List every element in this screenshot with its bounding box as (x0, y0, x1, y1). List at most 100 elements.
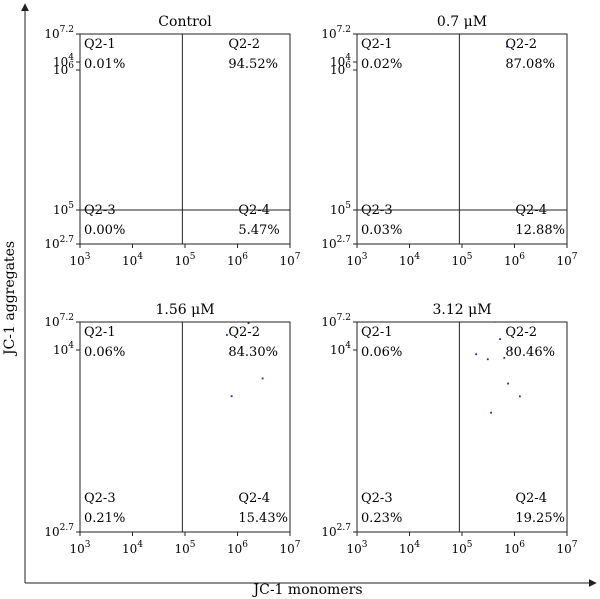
data-point (251, 91, 253, 93)
data-point (501, 123, 503, 125)
data-point (227, 122, 229, 124)
data-point (485, 192, 487, 194)
data-point (512, 168, 514, 170)
data-point (236, 124, 238, 126)
data-point (229, 75, 231, 77)
data-point (243, 91, 245, 93)
data-point (231, 108, 233, 110)
data-point (233, 114, 235, 116)
data-point (237, 102, 239, 104)
data-point (236, 114, 238, 116)
data-point (499, 146, 501, 148)
data-point (485, 129, 487, 131)
data-point (234, 124, 236, 126)
data-point (529, 183, 531, 185)
data-point (230, 106, 232, 108)
data-point (241, 81, 243, 83)
data-point (243, 105, 245, 107)
data-point (236, 109, 238, 111)
data-point (505, 192, 507, 194)
data-point (509, 169, 511, 171)
data-point (499, 133, 501, 135)
data-point (240, 72, 242, 74)
data-point (498, 132, 500, 134)
data-point (260, 158, 262, 160)
data-point (245, 87, 247, 89)
data-point (252, 106, 254, 108)
data-point (241, 148, 243, 150)
data-point (235, 130, 237, 132)
data-point (255, 92, 257, 94)
data-point (203, 114, 205, 116)
data-point (245, 30, 247, 32)
quadrant-percent: 12.88% (515, 223, 565, 238)
data-point (232, 114, 234, 116)
data-point (243, 131, 245, 133)
data-point (243, 130, 245, 132)
data-point (226, 116, 228, 118)
data-point (501, 63, 503, 65)
data-point (241, 80, 243, 82)
data-point (222, 56, 224, 58)
data-point (259, 105, 261, 107)
data-point (227, 131, 229, 133)
data-point (227, 118, 229, 120)
data-point (516, 132, 518, 134)
data-point (257, 114, 259, 116)
data-point (226, 133, 228, 135)
data-point (240, 99, 242, 101)
data-point (247, 99, 249, 101)
data-point (239, 101, 241, 103)
data-point (229, 95, 231, 97)
data-point (265, 93, 267, 95)
data-point (533, 105, 535, 107)
data-point (249, 126, 251, 128)
data-point (232, 148, 234, 150)
data-point (532, 152, 534, 154)
x-tick-label: 106 (227, 252, 248, 268)
data-point (234, 172, 236, 174)
data-point (498, 247, 500, 249)
data-point (516, 219, 518, 221)
data-point (234, 87, 236, 89)
data-point (215, 129, 217, 131)
data-point (238, 88, 240, 90)
data-point (513, 125, 515, 127)
data-point (246, 112, 248, 114)
data-point (243, 177, 245, 179)
data-point (229, 102, 231, 104)
data-point (221, 176, 223, 178)
data-point (495, 143, 497, 145)
data-point (204, 154, 206, 156)
data-point (528, 129, 530, 131)
data-point (497, 180, 499, 182)
data-point (218, 76, 220, 78)
quadrant-percent: 0.01% (84, 57, 125, 72)
data-point (210, 131, 212, 133)
data-point (231, 138, 233, 140)
data-point (244, 121, 246, 123)
data-point (234, 80, 236, 82)
quadrant-name: Q2-2 (228, 325, 260, 340)
data-point (508, 94, 510, 96)
quadrant-name: Q2-1 (84, 325, 116, 340)
data-point (231, 97, 233, 99)
data-point (248, 148, 250, 150)
data-point (227, 224, 229, 226)
data-point (230, 163, 232, 165)
data-point (267, 97, 269, 99)
data-point (240, 108, 242, 110)
data-point (232, 73, 234, 75)
data-point (502, 196, 504, 198)
data-point (239, 114, 241, 116)
data-point (252, 133, 254, 135)
data-point (509, 136, 511, 138)
data-point (226, 122, 228, 124)
data-point (241, 108, 243, 110)
data-point (222, 110, 224, 112)
data-point (497, 195, 499, 197)
data-point (507, 150, 509, 152)
data-point (218, 91, 220, 93)
data-point (501, 176, 503, 178)
data-point (497, 145, 499, 147)
